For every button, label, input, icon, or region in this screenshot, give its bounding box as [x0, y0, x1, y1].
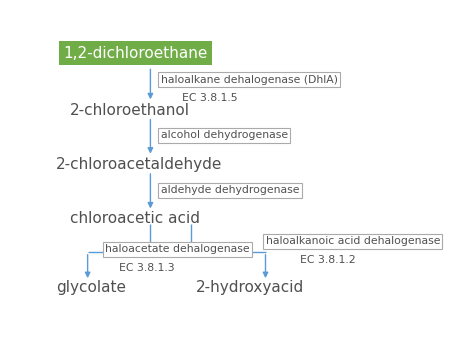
- Text: EC 3.8.1.5: EC 3.8.1.5: [182, 93, 238, 103]
- Text: haloalkane dehalogenase (DhlA): haloalkane dehalogenase (DhlA): [161, 75, 338, 85]
- Text: aldehyde dehydrogenase: aldehyde dehydrogenase: [161, 185, 299, 195]
- Text: haloalkanoic acid dehalogenase: haloalkanoic acid dehalogenase: [266, 236, 440, 246]
- Text: 2-hydroxyacid: 2-hydroxyacid: [196, 280, 304, 295]
- Text: EC 3.8.1.2: EC 3.8.1.2: [301, 255, 356, 265]
- Text: chloroacetic acid: chloroacetic acid: [70, 211, 200, 226]
- Text: 2-chloroethanol: 2-chloroethanol: [70, 103, 190, 118]
- Text: 1,2-dichloroethane: 1,2-dichloroethane: [63, 46, 207, 61]
- Text: alcohol dehydrogenase: alcohol dehydrogenase: [161, 130, 288, 140]
- Text: 2-chloroacetaldehyde: 2-chloroacetaldehyde: [56, 157, 223, 172]
- Text: haloacetate dehalogenase: haloacetate dehalogenase: [105, 244, 250, 254]
- Text: EC 3.8.1.3: EC 3.8.1.3: [119, 263, 175, 273]
- Text: glycolate: glycolate: [56, 280, 126, 295]
